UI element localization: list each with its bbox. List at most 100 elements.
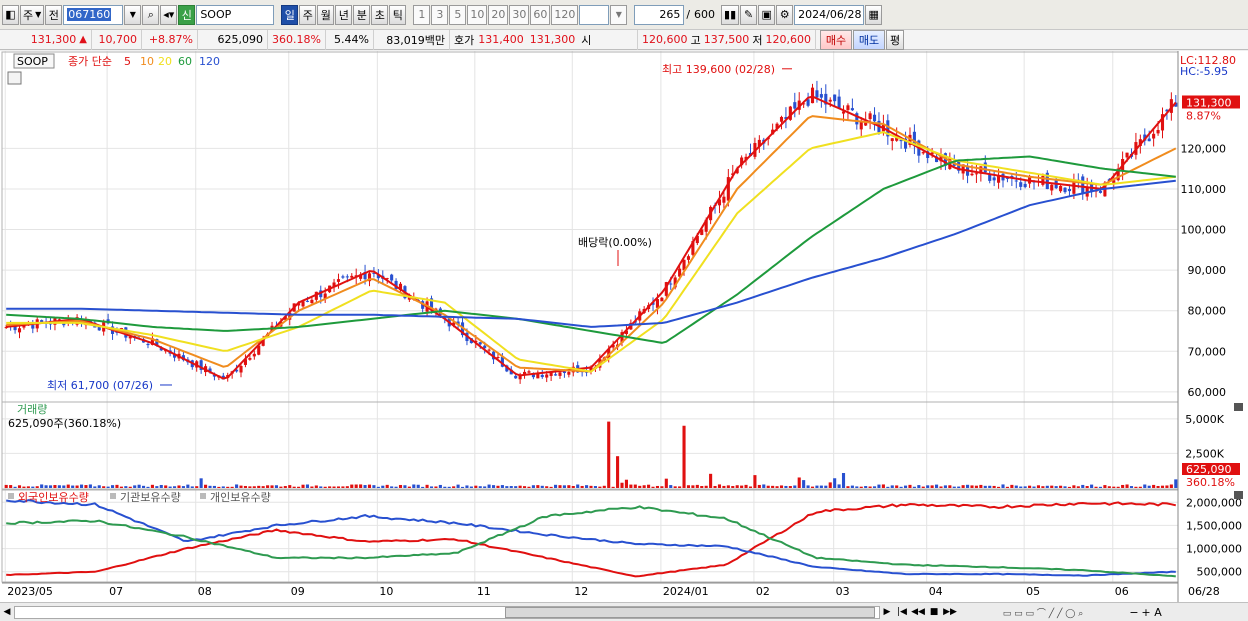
search-icon[interactable]: ⌕ (142, 4, 160, 25)
scroll-thumb[interactable] (505, 606, 875, 618)
zoom-out-icon[interactable]: − (1129, 605, 1139, 619)
drawing-tool-icon[interactable]: ✎ (740, 4, 758, 25)
volume-bar (589, 485, 593, 488)
timeframe-button-2[interactable]: 월 (317, 4, 335, 25)
interval-button-20[interactable]: 20 (488, 4, 509, 25)
volume-bar (35, 486, 39, 488)
first-page-icon[interactable]: |◀ (897, 607, 907, 617)
candle-body (159, 347, 163, 351)
volume-bar (13, 486, 17, 488)
volume-bar (31, 486, 35, 488)
save-icon[interactable]: ▣ (758, 4, 776, 25)
zoom-slider-icon[interactable]: ▭ ▭ ▭ ⌒ ╱ ╱ ◯ ⌕ (1002, 608, 1084, 619)
volume-bar (562, 485, 566, 488)
interval-button-30[interactable]: 30 (509, 4, 530, 25)
timeframe-button-4[interactable]: 분 (353, 4, 371, 25)
timeframe-button-3[interactable]: 년 (335, 4, 353, 25)
calendar-icon[interactable]: ▦ (865, 4, 883, 25)
timeframe-button-6[interactable]: 틱 (389, 4, 407, 25)
holding-legend-marker-2 (200, 493, 206, 499)
volume-bar (912, 486, 916, 488)
volume-bar (930, 485, 934, 488)
candle-body (483, 345, 487, 349)
volume-bar (381, 485, 385, 488)
interval-button-1[interactable]: 1 (413, 4, 431, 25)
candle-body (935, 156, 939, 163)
chart-menu-icon[interactable]: ◧ (2, 4, 19, 25)
chart-canvas[interactable]: 120,000 110,000 100,000 90,000 80,000 70,000 6… (0, 51, 1248, 602)
gear-icon[interactable]: ⚙ (776, 4, 794, 25)
prev-page-icon[interactable]: ◀◀ (911, 607, 925, 617)
interval-button-3[interactable]: 3 (431, 4, 449, 25)
scroll-left-icon[interactable]: ◀ (3, 607, 11, 617)
candle-body (390, 274, 394, 281)
volume-bar (1121, 484, 1125, 488)
chart-tools-icon[interactable]: ▮▮ (721, 4, 740, 25)
holding-tick-0: 2,000,000 (1186, 496, 1242, 509)
sell-button[interactable]: 매도 (853, 29, 885, 50)
speaker-icon[interactable]: ◂▾ (160, 4, 178, 25)
chart-scrollbar[interactable]: ◀ ▶ |◀ ◀◀ ■ ▶▶ ▭ ▭ ▭ ⌒ ╱ ╱ ◯ ⌕ − + A (0, 602, 1248, 621)
stock-name-field[interactable]: SOOP (196, 4, 275, 25)
volume-bar (1165, 485, 1169, 488)
volume-bar (1054, 486, 1058, 488)
stock-dropdown-button[interactable]: ▼ (124, 4, 142, 25)
volume-bar (359, 484, 363, 488)
high-annotation: 최고 139,600 (02/28) (662, 63, 775, 76)
volume-bar (571, 485, 575, 488)
interval-button-5[interactable]: 5 (449, 4, 467, 25)
candle-body (957, 161, 961, 171)
count-input[interactable]: 265 (634, 4, 685, 25)
volume-bar (429, 486, 434, 488)
volume-bar (766, 485, 770, 488)
volume-bar (802, 480, 806, 488)
candle-body (695, 235, 699, 244)
scroll-track[interactable] (14, 605, 880, 619)
volume-bar (647, 484, 651, 488)
interval-dropdown-button[interactable]: ▼ (610, 4, 628, 25)
volume-bar (438, 484, 442, 488)
interval-button-10[interactable]: 10 (467, 4, 488, 25)
volume-bar (301, 484, 305, 488)
volume-bar (678, 486, 682, 488)
volume-panel-title: 거래량 (17, 403, 47, 416)
volume-bar (602, 485, 606, 488)
stop-icon[interactable]: ■ (929, 607, 939, 617)
volume-bar (452, 486, 456, 488)
volume-bar (819, 485, 823, 488)
candle-body (886, 120, 890, 137)
chevron-down-icon: ▼ (35, 10, 42, 19)
timeframe-button-1[interactable]: 주 (299, 4, 317, 25)
volume-bar (336, 486, 341, 488)
volume-bar (1152, 484, 1156, 488)
auto-scale-icon[interactable]: A (1154, 605, 1162, 619)
candle-body (297, 303, 301, 306)
stock-code-input[interactable]: 067160 (63, 4, 124, 25)
candle-body (939, 156, 943, 162)
candle-body (17, 328, 22, 333)
prev-button[interactable]: 전 (45, 4, 63, 25)
period-selector[interactable]: 주 ▼ (20, 4, 45, 25)
timeframe-button-0[interactable]: 일 (281, 4, 299, 25)
volume-bar (350, 484, 354, 488)
date-input[interactable]: 2024/06/28 (794, 4, 865, 25)
volume-bar (731, 486, 735, 488)
panel-frame-1 (1, 401, 1179, 490)
scroll-right-icon[interactable]: ▶ (883, 607, 891, 617)
zoom-in-icon[interactable]: + (1141, 605, 1151, 619)
volume-bar (1169, 484, 1173, 488)
volume-bar (22, 486, 26, 488)
candle-body (376, 274, 380, 279)
buy-button[interactable]: 매수 (820, 29, 852, 50)
candle-body (620, 332, 624, 343)
avg-button[interactable]: 평 (886, 29, 904, 50)
interval-button-60[interactable]: 60 (530, 4, 551, 25)
candle-body (988, 174, 992, 181)
next-page-icon[interactable]: ▶▶ (943, 607, 957, 617)
volume-bar (363, 485, 367, 488)
interval-button-120[interactable]: 120 (551, 4, 579, 25)
chart-area[interactable]: 120,000 110,000 100,000 90,000 80,000 70,000 6… (0, 51, 1248, 621)
timeframe-button-5[interactable]: 초 (371, 4, 389, 25)
interval-custom-input[interactable] (579, 4, 610, 25)
